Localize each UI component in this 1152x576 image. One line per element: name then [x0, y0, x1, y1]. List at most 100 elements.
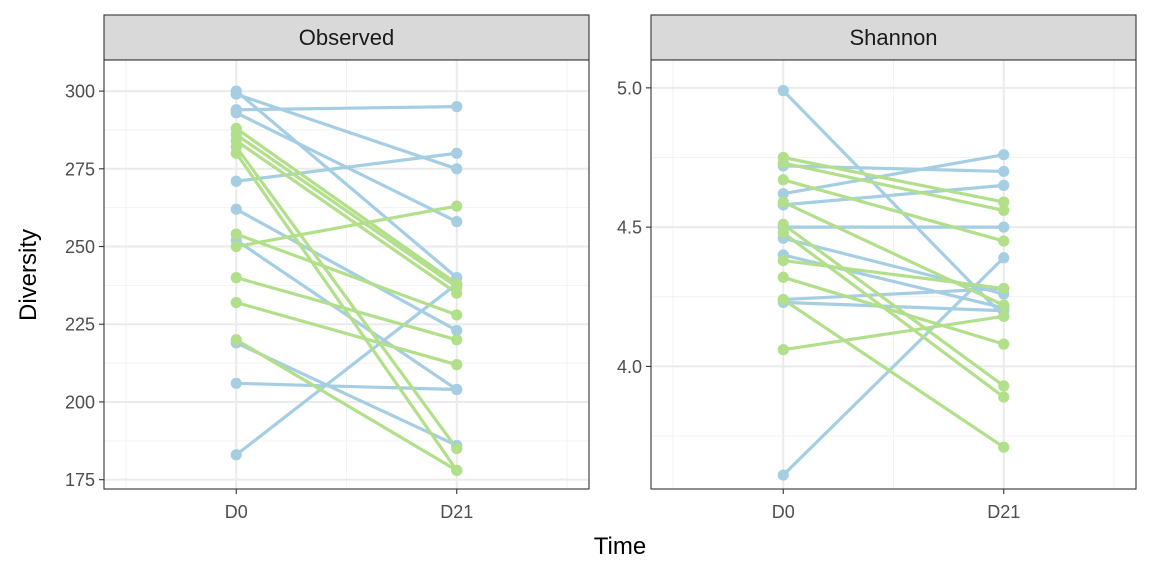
- series-line: [783, 183, 1004, 207]
- series-line: [782, 89, 1005, 318]
- series-group: [230, 85, 463, 476]
- series-line: [235, 338, 458, 472]
- data-point: [998, 441, 1010, 453]
- y-axis-title: Diversity: [15, 229, 42, 321]
- series-line: [236, 105, 457, 112]
- data-point: [998, 179, 1010, 191]
- series-line: [783, 164, 1004, 174]
- data-point: [998, 391, 1010, 403]
- data-point: [230, 377, 242, 389]
- facet-panel-1: Shannon 4.0 4.5 5.0 D0 D21: [617, 14, 1137, 522]
- data-point: [998, 149, 1010, 161]
- data-point: [451, 147, 463, 159]
- data-point: [451, 324, 463, 337]
- data-point: [777, 85, 789, 97]
- y-tick-label: 175: [65, 470, 95, 490]
- series-line: [236, 381, 457, 392]
- series-line: [782, 153, 1005, 196]
- data-point: [777, 196, 789, 208]
- facet-strip: [103, 14, 590, 61]
- facet-panel-0: Observed 175 200 225 250 275 300 D0 D21: [65, 14, 590, 522]
- series-line: [235, 300, 458, 367]
- data-point: [777, 293, 789, 306]
- data-point: [998, 380, 1010, 392]
- data-point: [998, 165, 1010, 178]
- data-point: [998, 221, 1010, 233]
- data-point: [230, 107, 242, 119]
- data-point: [451, 101, 463, 113]
- series-line: [235, 89, 458, 279]
- data-point: [230, 85, 242, 97]
- data-point: [777, 271, 789, 283]
- x-tick-label: D0: [772, 502, 795, 522]
- data-point: [998, 204, 1010, 217]
- data-point: [451, 200, 463, 212]
- y-tick-label: 5.0: [617, 78, 642, 98]
- data-point: [998, 282, 1010, 295]
- data-point: [777, 174, 789, 186]
- data-point: [451, 464, 463, 476]
- data-point: [230, 147, 242, 159]
- y-tick-label: 4.5: [617, 218, 642, 238]
- data-point: [777, 469, 789, 481]
- data-point: [230, 296, 242, 309]
- series-line: [234, 146, 459, 450]
- data-point: [998, 299, 1010, 311]
- data-point: [451, 359, 463, 371]
- series-line: [782, 298, 1005, 449]
- data-point: [451, 383, 463, 396]
- data-point: [777, 218, 789, 230]
- series-line: [235, 238, 458, 391]
- panel-border: [650, 59, 1137, 490]
- series-line: [783, 286, 1004, 302]
- x-tick-label: D0: [225, 502, 248, 522]
- facet-strip-label: Shannon: [849, 25, 937, 50]
- series-line: [235, 127, 458, 286]
- series-line: [235, 133, 458, 289]
- x-tick-label: D21: [440, 502, 473, 522]
- data-point: [451, 309, 463, 321]
- data-point: [230, 240, 242, 253]
- series-line: [782, 231, 1005, 399]
- y-tick-label: 300: [65, 82, 95, 102]
- data-point: [230, 228, 242, 240]
- data-point: [451, 287, 463, 299]
- data-point: [998, 196, 1010, 208]
- series-line: [235, 139, 458, 295]
- data-point: [451, 442, 463, 455]
- y-tick-label: 275: [65, 159, 95, 179]
- data-point: [451, 216, 463, 228]
- series-line: [235, 92, 458, 171]
- series-line: [235, 232, 458, 317]
- data-point: [777, 344, 789, 356]
- y-tick-label: 250: [65, 237, 95, 257]
- x-axis-title: Time: [594, 533, 646, 560]
- x-tick-label: D21: [987, 502, 1020, 522]
- series-line: [235, 207, 458, 332]
- panel-border: [103, 59, 590, 490]
- series-line: [782, 223, 1005, 388]
- data-point: [998, 235, 1010, 247]
- y-tick-label: 225: [65, 315, 95, 335]
- data-point: [998, 310, 1010, 322]
- data-point: [230, 334, 242, 346]
- data-point: [230, 175, 242, 187]
- data-point: [451, 163, 463, 175]
- series-line: [782, 178, 1005, 243]
- series-line: [782, 200, 1005, 307]
- data-point: [777, 254, 789, 267]
- data-point: [230, 203, 242, 215]
- series-line: [783, 314, 1004, 352]
- data-point: [777, 157, 789, 169]
- y-tick-label: 4.0: [617, 357, 642, 377]
- series-line: [782, 256, 1005, 477]
- series-line: [783, 258, 1004, 291]
- data-point: [777, 227, 789, 239]
- data-point: [230, 272, 242, 284]
- series-line: [235, 111, 458, 224]
- data-point: [230, 449, 242, 461]
- series-group: [777, 85, 1010, 481]
- data-point: [451, 334, 463, 346]
- series-line: [235, 276, 458, 342]
